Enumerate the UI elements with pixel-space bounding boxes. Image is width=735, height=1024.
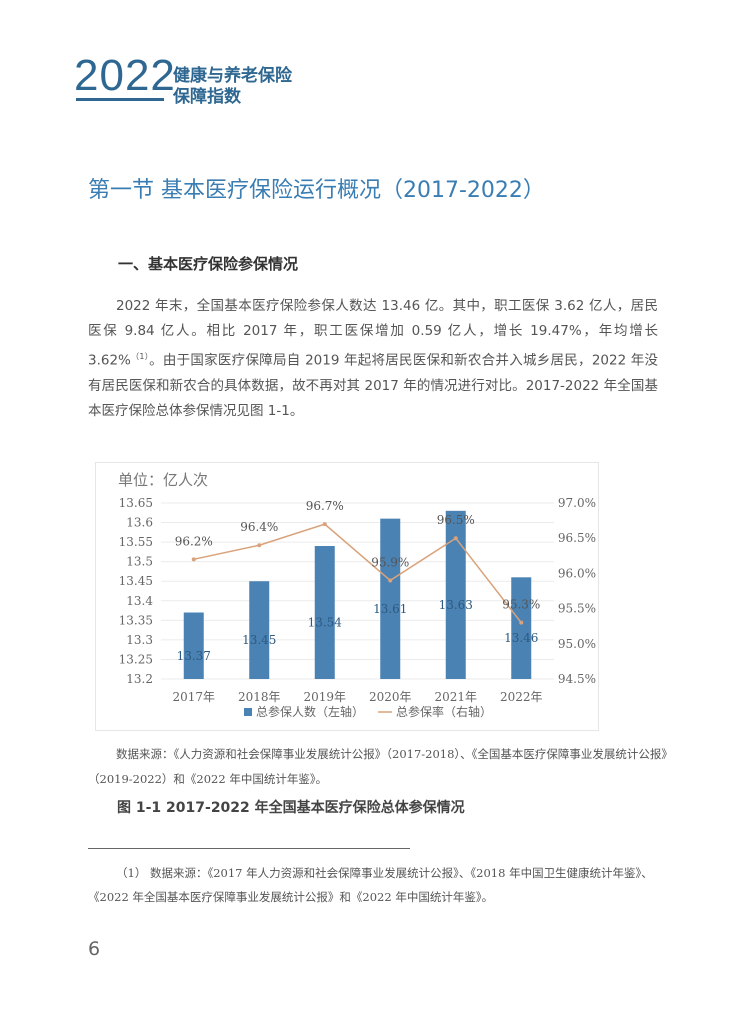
left-axis-tick: 13.3 — [126, 633, 153, 647]
rate-label: 95.3% — [502, 598, 540, 612]
legend-bar-swatch — [244, 708, 252, 716]
bar-value-label: 13.61 — [373, 602, 407, 616]
bar-value-label: 13.45 — [242, 633, 276, 647]
right-axis-tick: 95.5% — [558, 602, 596, 616]
x-axis-tick: 2017年 — [172, 690, 215, 704]
rate-point — [322, 522, 327, 527]
report-year-logo: 2022 — [74, 51, 176, 100]
bar-2021年 — [445, 510, 466, 679]
rate-point — [191, 557, 196, 562]
left-axis-tick: 13.2 — [126, 672, 153, 686]
paragraph-text: 2022 年末，全国基本医疗保险参保人数达 13.46 亿。其中，职工医保 3.… — [88, 298, 658, 369]
report-title-line2: 保障指数 — [173, 87, 241, 107]
footnote-ref[interactable]: （1） — [130, 352, 150, 361]
x-axis-tick: 2019年 — [303, 690, 346, 704]
footnote: （1） 数据来源：《2017 年人力资源和社会保障事业发展统计公报》、《2018… — [88, 866, 653, 904]
left-axis-tick: 13.45 — [119, 574, 153, 588]
bar-value-label: 13.37 — [177, 649, 211, 663]
rate-point — [388, 578, 393, 583]
report-title-line1: 健康与养老保险 — [173, 66, 292, 86]
left-axis-tick: 13.35 — [119, 613, 153, 627]
bar-value-label: 13.54 — [308, 616, 343, 630]
body-paragraph: 2022 年末，全国基本医疗保险参保人数达 13.46 亿。其中，职工医保 3.… — [88, 294, 658, 424]
chart-canvas: 单位：亿人次 13.2 13.25 13.3 13.35 13.4 13.45 13.5 13.… — [118, 471, 596, 719]
enrollment-chart: 单位：亿人次 13.2 13.25 13.3 13.35 13.4 13.45 13.5 13.… — [95, 462, 599, 731]
rate-label: 96.7% — [306, 499, 344, 513]
left-axis-tick: 13.6 — [126, 516, 153, 530]
right-axis-tick: 96.5% — [558, 531, 596, 545]
rate-point — [453, 536, 458, 541]
legend-line-label: 总参保率（右轴） — [396, 704, 492, 719]
chart-unit-label: 单位：亿人次 — [118, 471, 208, 489]
rate-point — [257, 543, 262, 548]
bar-2019年 — [314, 546, 335, 679]
left-axis-tick: 13.5 — [126, 555, 153, 569]
page-number: 6 — [88, 938, 101, 960]
x-axis-tick: 2020年 — [369, 690, 412, 704]
subheading: 一、基本医疗保险参保情况 — [118, 255, 299, 273]
rate-label: 96.4% — [240, 520, 278, 534]
bar-value-label: 13.46 — [504, 631, 538, 645]
right-axis-tick: 95.0% — [558, 637, 596, 651]
right-axis-tick: 94.5% — [558, 672, 596, 686]
bar-2017年 — [183, 612, 204, 679]
figure-caption: 图 1-1 2017-2022 年全国基本医疗保险总体参保情况 — [117, 800, 465, 816]
left-axis-tick: 13.55 — [119, 535, 153, 549]
rate-label: 95.9% — [371, 555, 409, 569]
x-axis-tick: 2018年 — [238, 690, 281, 704]
chart-source-note: 数据来源：《人力资源和社会保障事业发展统计公报》（2017-2018）、《全国基… — [88, 747, 668, 786]
rate-label: 96.5% — [437, 513, 475, 527]
left-axis-tick: 13.4 — [126, 594, 153, 608]
bar-2018年 — [249, 581, 270, 679]
right-axis-tick: 97.0% — [558, 496, 596, 510]
rate-label: 96.2% — [175, 534, 213, 548]
bar-2020年 — [380, 518, 401, 679]
left-axis-tick: 13.25 — [119, 652, 153, 666]
bar-value-label: 13.63 — [439, 598, 473, 612]
footnote-divider — [88, 848, 410, 849]
paragraph-text-cont: 。由于国家医疗保障局自 2019 年起将居民医保和新农合并入城乡居民，2022 … — [88, 352, 658, 419]
rate-line — [193, 523, 522, 624]
x-axis-tick: 2022年 — [500, 690, 543, 704]
logo-underline — [76, 98, 164, 101]
rate-point — [519, 620, 524, 625]
legend-bar-label: 总参保人数（左轴） — [256, 704, 364, 719]
section-title: 第一节 基本医疗保险运行概况（2017-2022） — [88, 178, 545, 203]
bar-2022年 — [511, 577, 532, 679]
x-axis-tick: 2021年 — [434, 690, 477, 704]
left-axis-tick: 13.65 — [119, 496, 153, 510]
right-axis-tick: 96.0% — [558, 566, 596, 580]
